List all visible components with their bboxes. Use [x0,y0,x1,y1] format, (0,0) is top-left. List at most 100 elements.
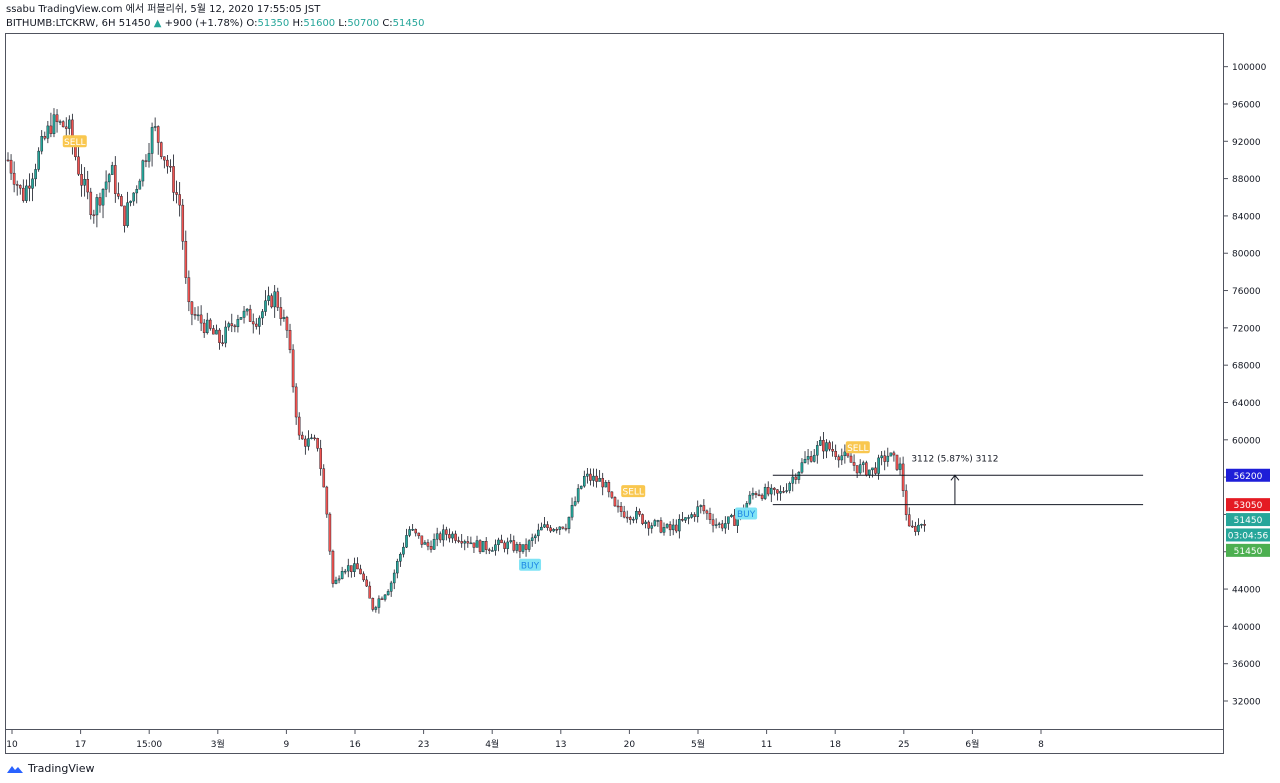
candle-body [917,524,920,532]
candle-body [359,568,362,575]
candle-body [95,197,99,216]
candle-body [212,328,215,335]
y-tick-label: 72000 [1232,324,1261,334]
candle-body [883,455,887,462]
marker-label: SELL [622,488,643,498]
candle-body [484,541,488,550]
candle-body [819,440,822,446]
marker-label: SELL [64,138,85,148]
candle-body [273,291,276,308]
candle-body [346,565,350,572]
candle-body [540,526,543,531]
candle-body [414,529,418,534]
candle-body [377,598,381,608]
candle-body [515,544,519,551]
candle-body [224,326,227,344]
candle-body [432,538,436,550]
candle-body [331,550,335,584]
candle-body [653,520,657,526]
candle-body [49,125,53,134]
time-axis[interactable] [5,730,1224,754]
candle-body [693,514,696,517]
y-tick-label: 64000 [1232,399,1261,409]
candle-body [12,172,16,185]
x-tick-label: 3월 [211,738,225,750]
candle-body [720,523,724,529]
candle-body [184,241,188,278]
candle-body [598,478,601,482]
candle-body [858,464,862,474]
candle-body [573,501,577,506]
candle-body [809,456,813,462]
candle-body [40,136,44,152]
candle-body [901,463,905,491]
candle-body [840,455,844,461]
publish-line: ssabu TradingView.com 에서 퍼블리쉬, 5월 12, 20… [6,4,321,15]
candle-body [215,329,218,335]
sell-marker [621,485,646,498]
candle-body [628,517,632,520]
candle-body [671,524,675,531]
candle-body [861,462,865,465]
footer-brand[interactable]: TradingView [6,762,94,775]
candle-body [55,114,59,123]
candle-body [871,467,874,471]
candle-body [647,521,650,529]
marker-label: BUY [521,561,540,571]
candle-body [445,529,448,535]
brand-name: TradingView [28,762,95,775]
price-label-box [1226,543,1270,557]
candle-body [889,452,893,457]
close-label: C: [382,18,393,29]
candle-body [22,187,25,201]
candle-body [117,193,120,197]
candle-body [595,475,598,482]
candle-body [417,532,421,537]
chart-header: ssabu TradingView.com 에서 퍼블리쉬, 5월 12, 20… [6,3,424,31]
candle-body [236,319,240,328]
candle-body [521,544,525,552]
buy-marker [735,507,758,520]
candle-body [239,317,243,320]
candle-body [880,455,883,459]
candle-body [794,476,798,480]
candle-body [221,342,224,344]
y-tick-label: 96000 [1232,100,1261,110]
candle-body [463,541,467,544]
x-tick-label: 23 [418,740,429,750]
candle-body [457,540,460,542]
candle-body [641,514,644,524]
candle-body [506,541,509,549]
chart-pane[interactable] [5,33,1224,730]
low-label: L: [338,18,348,29]
price-label-text: 51450 [1234,547,1263,557]
candle-body [552,529,555,532]
y-tick-label: 80000 [1232,250,1261,260]
candle-body [18,185,22,189]
candle-body [478,540,482,553]
candle-body [773,487,776,490]
candle-body [797,472,801,480]
candle-body [757,494,761,496]
candle-body [898,463,902,470]
candle-body [684,517,687,521]
candle-body [365,579,368,587]
candle-body [307,438,310,447]
candle-body [190,301,194,315]
candle-body [589,473,592,481]
candle-body [423,542,427,545]
candle-body [270,295,273,308]
candle-body [678,518,681,532]
candle-body [187,277,191,303]
candle-body [255,323,258,327]
y-tick-label: 40000 [1232,623,1261,633]
candle-body [828,442,831,450]
candle-body [288,330,292,351]
close-value: 51450 [392,18,425,29]
candle-body [340,571,344,579]
candle-body [123,205,126,226]
candle-body [31,178,34,189]
marker-label: BUY [737,510,756,520]
candle-body [248,308,252,322]
